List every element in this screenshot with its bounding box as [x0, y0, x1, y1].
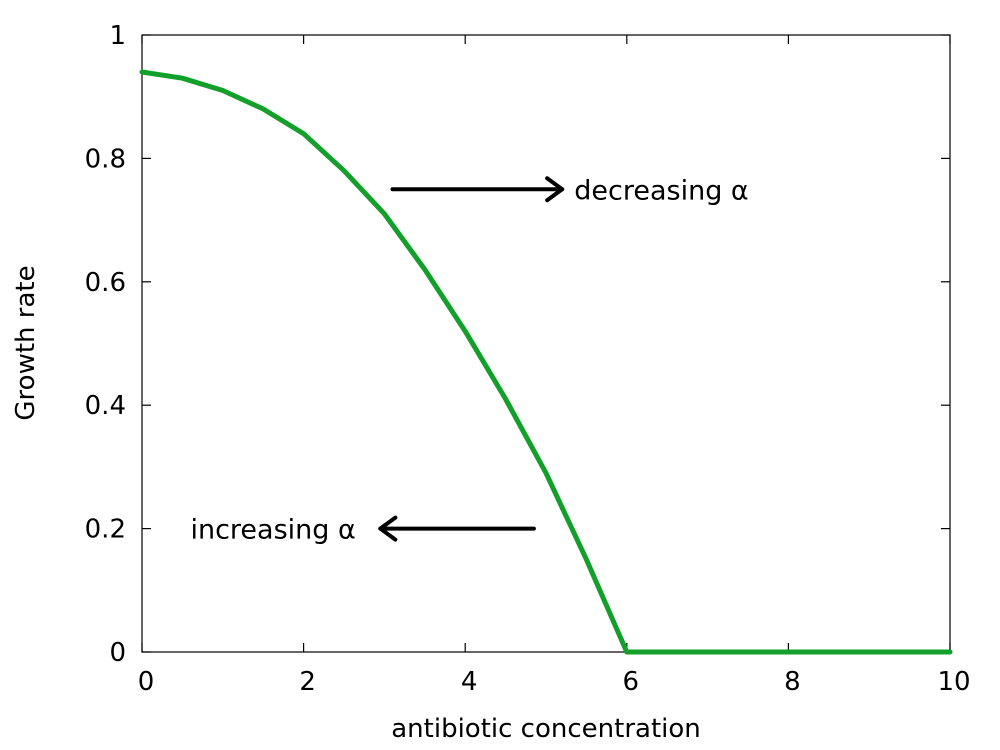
x-tick-label: 8	[784, 667, 801, 697]
y-tick-label: 0.6	[85, 268, 126, 298]
annotation-label: decreasing α	[574, 175, 748, 206]
growth-rate-curve	[139, 69, 953, 655]
annotation-label: increasing α	[190, 515, 355, 546]
axis-ticks	[141, 34, 951, 653]
x-tick-label: 2	[299, 667, 316, 697]
y-tick-label: 0.2	[85, 515, 126, 545]
x-tick-label: 10	[937, 667, 970, 697]
annotations: decreasing α increasing α	[190, 175, 748, 545]
plot-frame	[141, 34, 951, 653]
x-tick-label: 4	[461, 667, 478, 697]
arrow-head	[378, 515, 398, 542]
y-tick-label: 1	[109, 21, 126, 51]
x-tick-label: 6	[623, 667, 640, 697]
y-tick-label: 0.8	[85, 144, 126, 174]
y-axis-label: Growth rate	[11, 265, 41, 420]
x-tick-label: 0	[138, 667, 155, 697]
series-layer	[139, 69, 953, 655]
y-tick-label: 0.4	[85, 391, 126, 421]
arrow-head	[545, 176, 565, 203]
x-axis-label: antibiotic concentration	[391, 714, 701, 744]
axis-tick-labels: 0 2 4 6 8 10 0 0.2 0.4 0.6 0.8 1	[85, 21, 971, 697]
y-tick-label: 0	[109, 638, 126, 668]
